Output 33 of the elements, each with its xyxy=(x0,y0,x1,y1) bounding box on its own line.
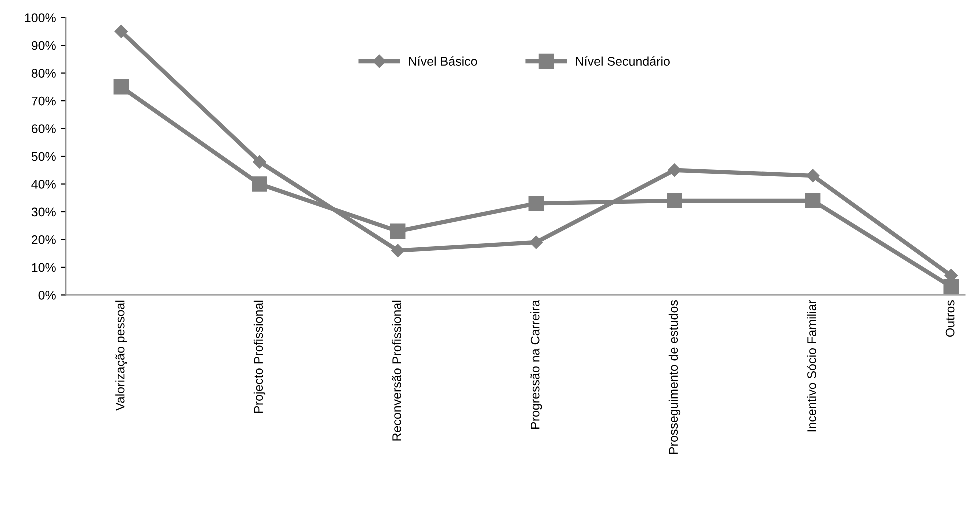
point xyxy=(253,155,266,169)
y-tick-label: 30% xyxy=(32,208,56,217)
y-tick-label: 0% xyxy=(38,291,56,300)
point xyxy=(391,244,405,258)
point xyxy=(668,164,682,177)
y-tick-label: 70% xyxy=(32,96,56,106)
x-tick-label: Reconversão Profissional xyxy=(392,300,402,441)
x-tick-label: Projecto Profissional xyxy=(254,300,266,413)
point xyxy=(252,176,268,192)
y-tick-label: 90% xyxy=(32,41,56,50)
x-tick-label: Outros xyxy=(946,300,955,337)
x-tick-label: Incentivo Sócio Familiar xyxy=(807,300,816,432)
legend-label: Nível Básico xyxy=(409,56,478,66)
point xyxy=(944,279,960,295)
point xyxy=(528,196,544,212)
y-tick-label: 80% xyxy=(32,69,56,78)
y-tick-label: 60% xyxy=(32,124,56,134)
point xyxy=(114,25,128,38)
y-tick-label: 40% xyxy=(32,180,56,189)
point xyxy=(667,193,682,209)
x-tick-label: Valorização pessoal xyxy=(116,300,128,411)
legend-label: Nível Secundário xyxy=(576,56,670,66)
point xyxy=(390,224,406,240)
y-tick-label: 10% xyxy=(32,263,56,272)
y-tick-label: 50% xyxy=(32,152,56,162)
point xyxy=(114,80,130,95)
x-tick-label: Progressão na Carreira xyxy=(530,300,542,429)
point xyxy=(806,169,820,183)
y-tick-label: 20% xyxy=(32,236,56,244)
x-tick-label: Prosseguimento de estudos xyxy=(668,300,681,454)
point xyxy=(530,236,543,250)
point xyxy=(805,193,821,209)
y-tick-label: 100% xyxy=(25,14,56,22)
